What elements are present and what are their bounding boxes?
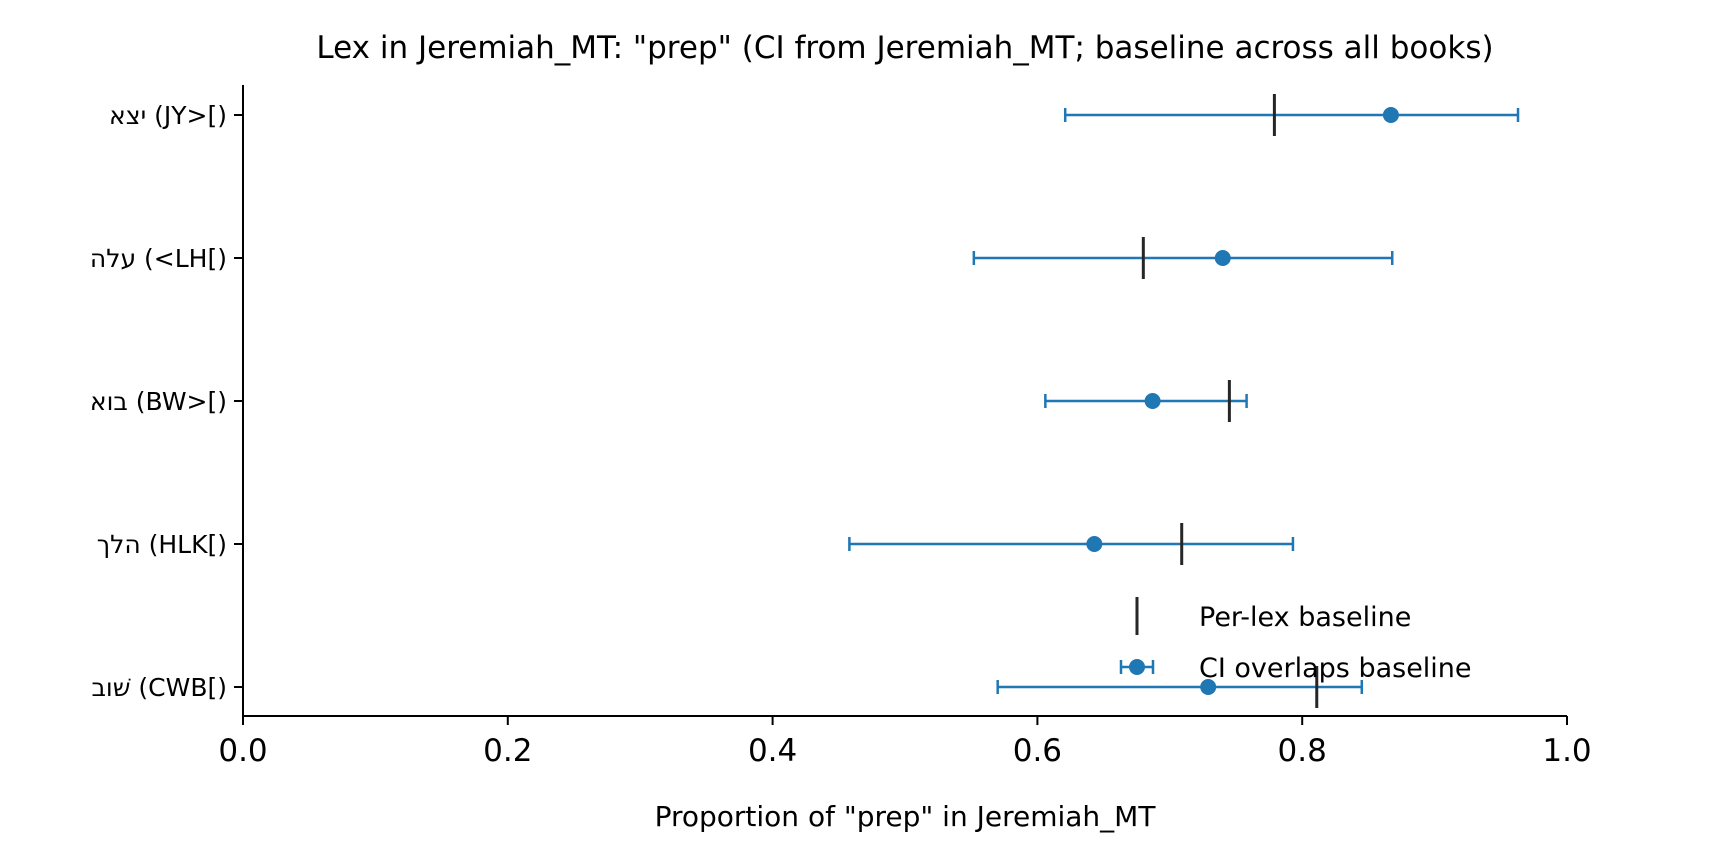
x-tick-label: 0.2 — [483, 733, 532, 769]
category-marks — [1044, 380, 1248, 422]
estimate-point — [1144, 393, 1161, 409]
y-tick-label: עלה (<LH[) — [90, 244, 227, 273]
y-tick-label: שׁוב (CWB[) — [91, 673, 227, 702]
estimate-point — [1214, 250, 1231, 266]
x-tick-label: 0.6 — [1013, 733, 1062, 769]
y-tick-label: בוא (BW>[) — [90, 387, 227, 416]
y-ticks: יצא (JY>[) עלה (<LH[) בוא (BW>[) הלך (HLK[)… — [90, 101, 243, 702]
category-marks — [1063, 94, 1520, 136]
y-tick-label: יצא (JY>[) — [109, 101, 227, 130]
plot-area: 0.0 0.2 0.4 0.6 0.8 1.0 יצא (JY>[) עלה (<LH[) ב… — [90, 85, 1592, 769]
y-tick-label: הלך (HLK[) — [97, 530, 227, 559]
estimate-point — [1200, 679, 1217, 695]
legend-point-swatch — [1129, 659, 1145, 675]
legend-item: CI overlaps baseline — [1119, 653, 1472, 684]
x-tick-label: 1.0 — [1542, 733, 1591, 769]
x-tick-label: 0.8 — [1278, 733, 1327, 769]
x-tick-label: 0.4 — [748, 733, 797, 769]
legend-label: CI overlaps baseline — [1199, 653, 1472, 684]
estimate-point — [1086, 536, 1103, 552]
chart-title: Lex in Jeremiah_MT: "prep" (CI from Jere… — [316, 30, 1493, 66]
x-tick-label: 0.0 — [218, 733, 267, 769]
estimate-point — [1382, 107, 1399, 123]
legend-item: Per-lex baseline — [1135, 597, 1411, 635]
category-marks — [996, 666, 1364, 708]
legend: Per-lex baseline CI overlaps baseline — [1119, 597, 1472, 684]
legend-label: Per-lex baseline — [1199, 602, 1411, 633]
series — [848, 94, 1520, 708]
x-axis-label: Proportion of "prep" in Jeremiah_MT — [655, 800, 1157, 833]
category-marks — [972, 237, 1394, 279]
x-ticks: 0.0 0.2 0.4 0.6 0.8 1.0 — [218, 716, 1592, 769]
category-marks — [848, 523, 1295, 565]
